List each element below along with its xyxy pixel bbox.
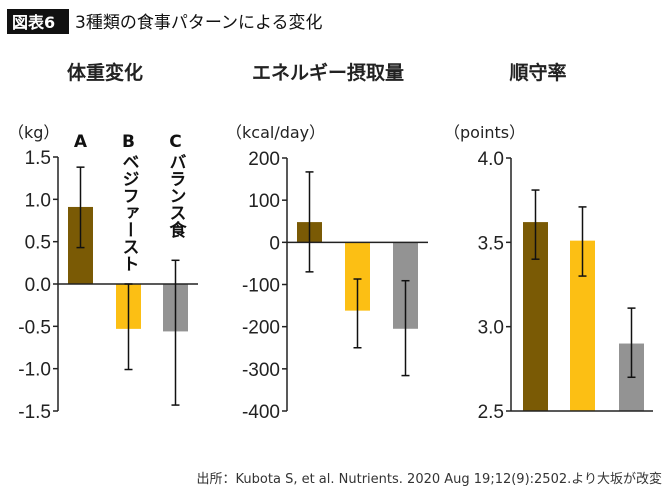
panels: 体重変化 （kg） 1.5 1.0 0.5 0.0 -0.5 -1.0 -1.5 A Bベジファース…: [8, 61, 653, 423]
category-name-B: ベジファースト: [119, 153, 140, 272]
y-tick-label: -0.5: [18, 317, 51, 338]
category-name-C: バランス食: [166, 153, 187, 239]
panel-2: エネルギー摂取量 （kcal/day） 200 100 0 -100 -200 -300 -40…: [226, 61, 428, 423]
panel-3: 順守率 （points） 4.0 3.5 3.0 2.5: [444, 61, 653, 423]
y-tick-label: 3.0: [478, 318, 504, 339]
y-tick-label: -100: [242, 276, 280, 297]
panel-title: 順守率: [509, 61, 566, 84]
y-tick-label: -1.0: [18, 360, 51, 381]
source-note: 出所：Kubota S, et al. Nutrients. 2020 Aug …: [197, 471, 662, 487]
category-letter-A: A: [74, 132, 88, 152]
y-tick-label: 3.5: [478, 233, 504, 254]
panel-title: エネルギー摂取量: [252, 61, 404, 84]
y-axis-unit: （kcal/day）: [226, 123, 325, 142]
y-tick-label: 100: [248, 191, 280, 212]
y-tick-label: 4.0: [478, 149, 504, 170]
y-tick-label: 200: [248, 149, 280, 170]
figure-title: 3種類の食事パターンによる変化: [75, 13, 322, 33]
y-tick-label: -300: [242, 360, 280, 381]
figure-badge-label: 図表6: [12, 13, 55, 32]
y-axis-unit: （points）: [444, 123, 525, 142]
category-letter-C: C: [169, 132, 181, 152]
panel-title: 体重変化: [67, 61, 143, 84]
panel-1: 体重変化 （kg） 1.5 1.0 0.5 0.0 -0.5 -1.0 -1.5 A Bベジファース…: [8, 61, 198, 423]
y-tick-label: 2.5: [478, 402, 504, 423]
figure-badge: [7, 9, 69, 34]
y-tick-label: 0: [269, 233, 280, 254]
y-tick-label: -1.5: [18, 402, 51, 423]
y-tick-label: 0.0: [25, 275, 51, 296]
y-tick-label: -400: [242, 402, 280, 423]
y-tick-label: -200: [242, 318, 280, 339]
y-axis-unit: （kg）: [8, 123, 59, 142]
header: 図表6 3種類の食事パターンによる変化: [7, 9, 322, 34]
y-tick-label: 1.5: [25, 148, 51, 169]
y-tick-label: 0.5: [25, 233, 51, 254]
y-tick-label: 1.0: [25, 190, 51, 211]
category-letter-B: B: [122, 132, 135, 152]
